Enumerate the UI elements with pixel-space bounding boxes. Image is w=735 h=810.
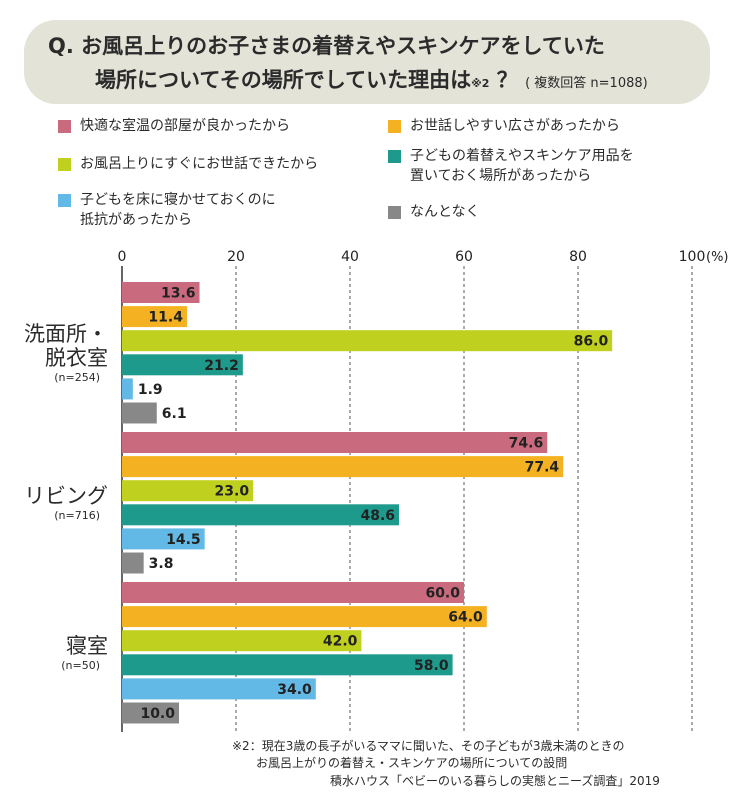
legend-swatch: [58, 194, 71, 207]
legend-swatch: [388, 120, 401, 133]
bar: [122, 504, 400, 526]
footnote-line-2: お風呂上がりの着替え・スキンケアの場所についての設問: [256, 756, 568, 770]
x-tick-label: 60: [455, 249, 473, 265]
x-tick-label: 80: [569, 249, 587, 265]
bar: [122, 678, 316, 700]
question-line-2: 場所についてその場所でしていた理由は※2 ？ ( 複数回答 n=1088): [95, 64, 648, 94]
bar-value-label: 42.0: [323, 634, 358, 650]
bar: [122, 330, 613, 352]
bar-value-label: 86.0: [574, 334, 609, 350]
bar-value-label: 10.0: [140, 706, 175, 722]
question-note-mark: ※2: [471, 77, 490, 90]
bar-value-label: 77.4: [525, 460, 560, 476]
x-tick-label: 20: [227, 249, 245, 265]
group-label: 寝室: [66, 634, 108, 658]
bar: [122, 480, 254, 502]
bar: [122, 282, 200, 303]
question-prefix: Q.: [48, 34, 74, 58]
source-note: 積水ハウス「ベビーのいる暮らしの実態とニーズ調査」2019: [330, 774, 660, 788]
bar-value-label: 3.8: [149, 556, 174, 572]
legend-label: 子どもを床に寝かせておくのに 抵抗があったから: [80, 192, 276, 228]
bar: [122, 432, 548, 453]
bar: [122, 306, 187, 328]
legend-label: お世話しやすい広さがあったから: [410, 118, 620, 134]
group-n-label: (n=50): [61, 659, 100, 672]
bar: [122, 630, 362, 652]
x-tick-label: 0: [118, 249, 127, 265]
bar-value-label: 6.1: [162, 406, 187, 422]
bar: [122, 552, 144, 574]
bar-value-label: 74.6: [509, 436, 544, 452]
x-unit-label: (%): [706, 250, 729, 265]
bar-value-label: 13.6: [161, 286, 196, 302]
question-mark: ？: [496, 68, 518, 92]
legend-label: 快適な室温の部屋が良かったから: [80, 118, 290, 134]
bar-value-label: 48.6: [360, 508, 395, 524]
legend-swatch: [388, 206, 401, 219]
group-label: 脱衣室: [45, 346, 108, 370]
legend-swatch: [388, 150, 401, 163]
bar: [122, 702, 179, 724]
bar-value-label: 1.9: [138, 382, 163, 398]
bar-value-label: 34.0: [277, 682, 312, 698]
bar-value-label: 14.5: [166, 532, 201, 548]
x-tick-label: 40: [341, 249, 359, 265]
question-line-1: Q. お風呂上りのお子さまの着替えやスキンケアをしていた: [48, 30, 605, 60]
legend-label: なんとなく: [410, 204, 480, 220]
bar: [122, 528, 205, 550]
legend-swatch: [58, 120, 71, 133]
bar-value-label: 23.0: [215, 484, 250, 500]
bar: [122, 402, 157, 424]
bar: [122, 582, 464, 603]
bar-value-label: 58.0: [414, 658, 449, 674]
legend-label: 子どもの着替えやスキンケア用品を 置いておく場所があったから: [410, 148, 634, 184]
legend-swatch: [58, 158, 71, 171]
bar-value-label: 64.0: [448, 610, 483, 626]
bar: [122, 606, 487, 628]
question-sample: ( 複数回答 n=1088): [525, 76, 648, 91]
group-label: リビング: [24, 484, 108, 508]
bar-value-label: 60.0: [425, 586, 460, 602]
bar: [122, 378, 133, 400]
group-n-label: (n=254): [54, 371, 100, 384]
group-n-label: (n=716): [54, 509, 100, 522]
legend-label: お風呂上りにすぐにお世話できたから: [80, 156, 319, 172]
question-box: [24, 20, 710, 104]
bar: [122, 654, 453, 676]
group-label: 洗面所・: [24, 322, 108, 346]
footnote-line-1: ※2：現在3歳の長子がいるママに聞いた、その子どもが3歳未満のときの: [232, 739, 625, 753]
bar: [122, 354, 243, 376]
question-text-2: 場所についてその場所でしていた理由は: [95, 68, 472, 92]
x-tick-label: 100: [679, 249, 706, 265]
bar-value-label: 11.4: [148, 310, 183, 326]
question-text-1: お風呂上りのお子さまの着替えやスキンケアをしていた: [81, 34, 605, 58]
bar: [122, 456, 564, 478]
bar-value-label: 21.2: [204, 358, 239, 374]
